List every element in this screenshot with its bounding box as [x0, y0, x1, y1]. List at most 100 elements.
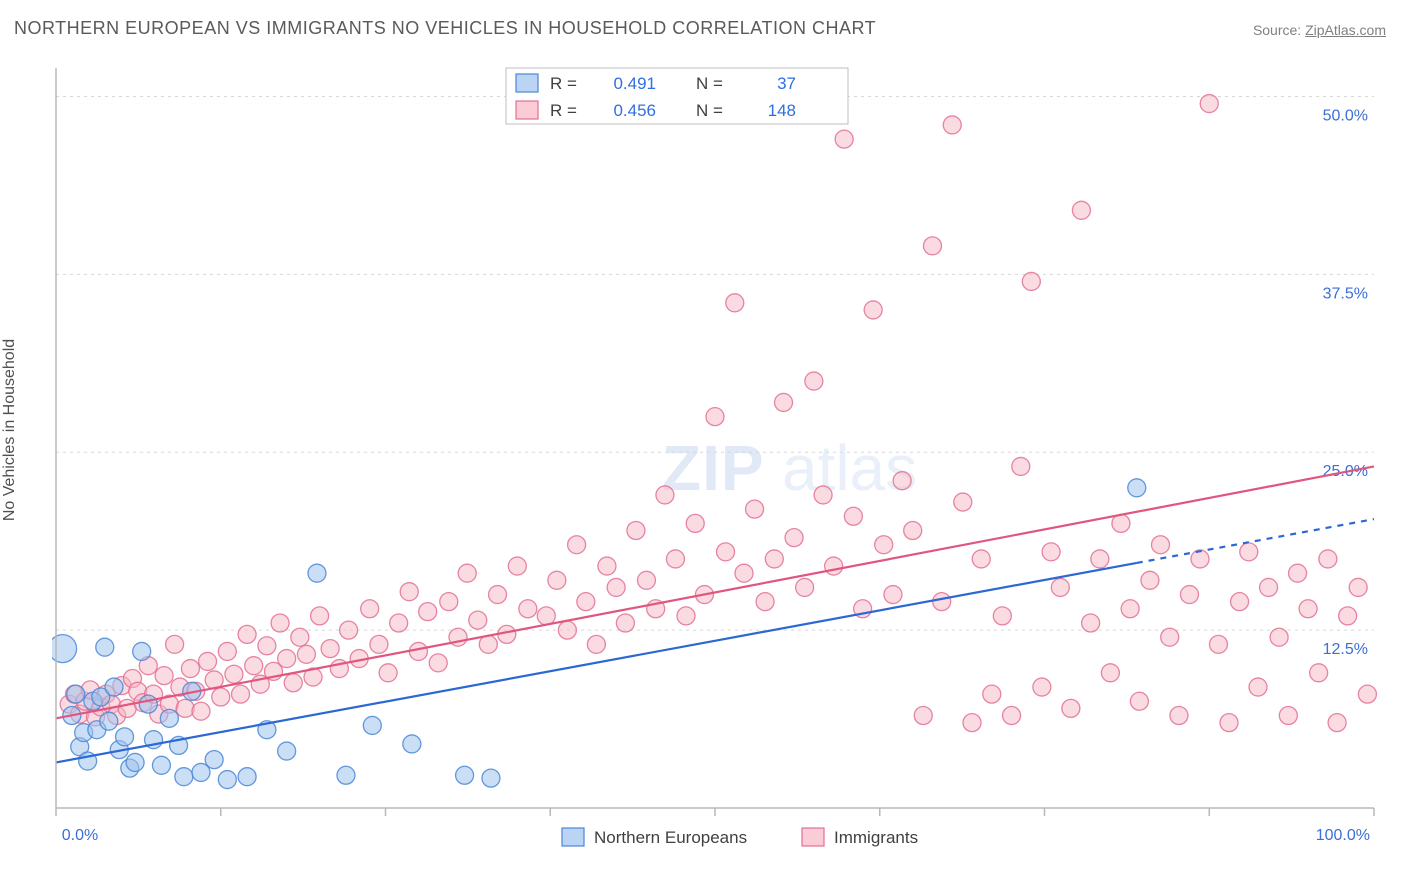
legend-r-value: 0.456 [613, 101, 656, 120]
data-point [1022, 272, 1040, 290]
data-point [166, 635, 184, 653]
data-point [1101, 664, 1119, 682]
data-point [775, 393, 793, 411]
data-point [284, 674, 302, 692]
data-point [218, 771, 236, 789]
source-link[interactable]: ZipAtlas.com [1305, 22, 1386, 38]
data-point [746, 500, 764, 518]
data-point [677, 607, 695, 625]
data-point [726, 294, 744, 312]
data-point [105, 678, 123, 696]
data-point [1289, 564, 1307, 582]
legend-r-label: R = [550, 101, 577, 120]
data-point [458, 564, 476, 582]
data-point [1012, 457, 1030, 475]
legend-r-value: 0.491 [613, 74, 656, 93]
data-point [489, 586, 507, 604]
data-point [482, 769, 500, 787]
data-point [67, 685, 85, 703]
data-point [914, 707, 932, 725]
data-point [340, 621, 358, 639]
legend-swatch [516, 74, 538, 92]
y-tick-label: 37.5% [1323, 285, 1368, 302]
data-point [1358, 685, 1376, 703]
legend-n-label: N = [696, 101, 723, 120]
stats-legend: R = 0.491 N = 37 R = 0.456 N = 148 [506, 68, 848, 124]
legend-swatch [562, 828, 584, 846]
legend-swatch [802, 828, 824, 846]
data-point [1310, 664, 1328, 682]
data-point [1240, 543, 1258, 561]
data-point [361, 600, 379, 618]
data-point [933, 593, 951, 611]
data-point [469, 611, 487, 629]
data-point [577, 593, 595, 611]
trend-line [56, 466, 1374, 718]
legend-r-label: R = [550, 74, 577, 93]
data-point [735, 564, 753, 582]
data-point [1319, 550, 1337, 568]
legend-label: Immigrants [834, 828, 918, 847]
scatter-series [52, 479, 1146, 789]
data-point [1200, 95, 1218, 113]
data-point [278, 742, 296, 760]
data-point [785, 529, 803, 547]
data-point [1151, 536, 1169, 554]
data-point [1209, 635, 1227, 653]
data-point [419, 603, 437, 621]
data-point [192, 702, 210, 720]
data-point [1249, 678, 1267, 696]
data-point [400, 583, 418, 601]
data-point [176, 699, 194, 717]
data-point [1082, 614, 1100, 632]
data-point [537, 607, 555, 625]
data-point [1220, 714, 1238, 732]
legend-n-value: 148 [768, 101, 796, 120]
legend-n-value: 37 [777, 74, 796, 93]
data-point [954, 493, 972, 511]
data-point [568, 536, 586, 554]
data-point [96, 638, 114, 656]
data-point [258, 637, 276, 655]
data-point [814, 486, 832, 504]
data-point [943, 116, 961, 134]
data-point [1328, 714, 1346, 732]
data-point [199, 652, 217, 670]
data-point [972, 550, 990, 568]
trend-line [56, 563, 1137, 763]
data-point [1003, 707, 1021, 725]
data-point [1042, 543, 1060, 561]
data-point [337, 766, 355, 784]
data-point [390, 614, 408, 632]
data-point [864, 301, 882, 319]
watermark: ZIPatlas [662, 432, 917, 504]
data-point [904, 522, 922, 540]
data-point [155, 667, 173, 685]
data-point [291, 628, 309, 646]
data-point [825, 557, 843, 575]
legend-n-label: N = [696, 74, 723, 93]
data-point [706, 408, 724, 426]
svg-text:ZIP: ZIP [662, 432, 765, 504]
series-legend: Northern EuropeansImmigrants [562, 828, 918, 847]
data-point [160, 709, 178, 727]
data-point [1191, 550, 1209, 568]
data-point [519, 600, 537, 618]
data-point [152, 756, 170, 774]
data-point [587, 635, 605, 653]
data-point [311, 607, 329, 625]
data-point [133, 642, 151, 660]
data-point [993, 607, 1011, 625]
data-point [100, 712, 118, 730]
data-point [363, 716, 381, 734]
svg-text:atlas: atlas [782, 432, 917, 504]
data-point [205, 751, 223, 769]
data-point [1339, 607, 1357, 625]
data-point [218, 642, 236, 660]
data-point [1299, 600, 1317, 618]
data-point [212, 688, 230, 706]
y-axis-label: No Vehicles in Household [1, 339, 19, 521]
data-point [616, 614, 634, 632]
legend-swatch [516, 101, 538, 119]
data-point [1130, 692, 1148, 710]
